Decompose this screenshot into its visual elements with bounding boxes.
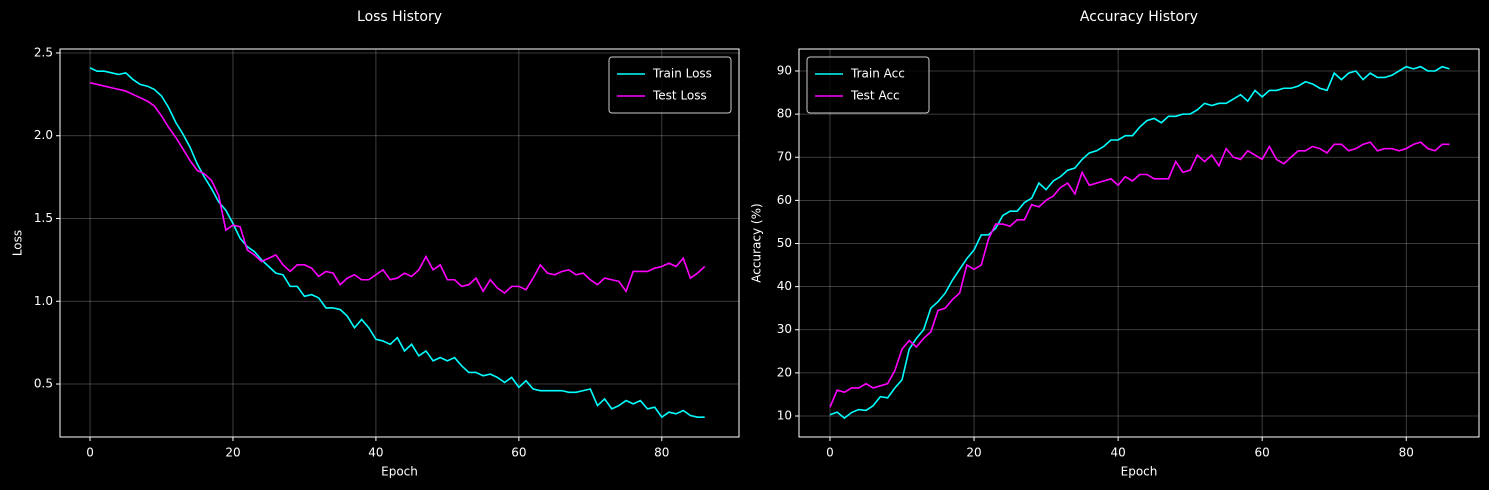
x-tick-label: 20 bbox=[225, 446, 240, 460]
x-tick-label: 60 bbox=[511, 446, 526, 460]
chart-title: Accuracy History bbox=[1080, 9, 1198, 25]
y-axis-label: Accuracy (%) bbox=[750, 203, 764, 282]
x-axis-label: Epoch bbox=[1121, 465, 1158, 479]
y-tick-label: 2.0 bbox=[34, 128, 53, 142]
legend-box bbox=[806, 56, 930, 114]
line-series bbox=[829, 141, 1450, 408]
x-tick-label: 80 bbox=[654, 446, 669, 460]
line-series bbox=[829, 65, 1450, 420]
legend-label: Test Acc bbox=[850, 89, 900, 103]
y-tick-label: 50 bbox=[777, 236, 792, 250]
y-tick-label: 30 bbox=[777, 322, 792, 336]
x-axis-label: Epoch bbox=[381, 465, 418, 479]
legend-label: Train Loss bbox=[652, 67, 712, 81]
legend-label: Test Loss bbox=[652, 89, 707, 103]
x-tick-label: 40 bbox=[368, 446, 383, 460]
y-tick-label: 90 bbox=[777, 63, 792, 77]
y-tick-label: 80 bbox=[777, 107, 792, 121]
x-tick-label: 0 bbox=[86, 446, 94, 460]
y-tick-label: 40 bbox=[777, 279, 792, 293]
line-series bbox=[89, 67, 705, 419]
legend-label: Train Acc bbox=[850, 67, 905, 81]
y-tick-label: 70 bbox=[777, 150, 792, 164]
y-tick-label: 1.5 bbox=[34, 211, 53, 225]
plot-frame bbox=[798, 48, 1480, 438]
x-tick-label: 80 bbox=[1399, 446, 1414, 460]
y-tick-label: 10 bbox=[777, 408, 792, 422]
plot-frame bbox=[59, 48, 740, 438]
x-tick-label: 20 bbox=[966, 446, 981, 460]
y-tick-label: 2.5 bbox=[34, 45, 53, 59]
x-tick-label: 60 bbox=[1255, 446, 1270, 460]
x-tick-label: 0 bbox=[826, 446, 834, 460]
y-axis-label: Loss bbox=[11, 230, 25, 256]
line-series bbox=[89, 81, 706, 295]
y-tick-label: 60 bbox=[777, 193, 792, 207]
y-tick-label: 0.5 bbox=[34, 377, 53, 391]
x-tick-label: 40 bbox=[1110, 446, 1125, 460]
y-tick-label: 20 bbox=[777, 365, 792, 379]
y-tick-label: 1.0 bbox=[34, 294, 53, 308]
chart-title: Loss History bbox=[357, 9, 442, 25]
legend-box bbox=[608, 56, 732, 114]
